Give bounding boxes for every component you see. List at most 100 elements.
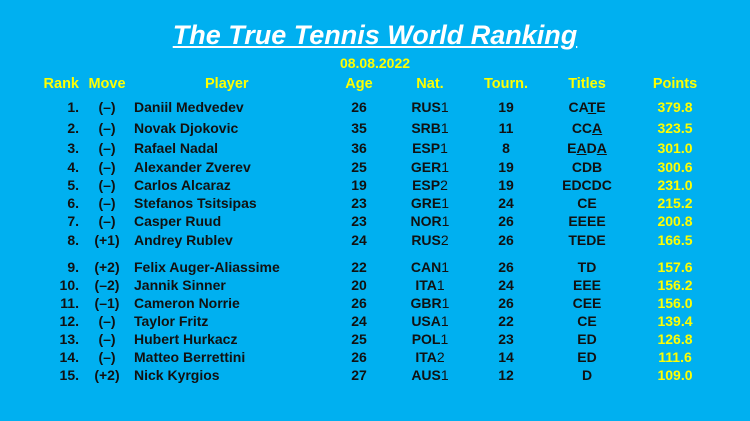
age-cell: 24 [351,232,367,248]
age-cell: 23 [351,195,367,211]
nat-code: ITA [415,349,437,365]
nat-code: NOR [410,213,442,229]
nat-code: SRB [411,120,441,136]
age-cell: 36 [351,140,367,156]
nat-rank: 1 [441,195,450,211]
titles-cell: CCA [555,120,619,136]
titles-segment: CE [577,195,597,211]
age-cell: 35 [351,120,367,136]
move-cell: (+1) [94,232,120,248]
move-cell: (–) [98,195,116,211]
titles-segment: CC [571,120,593,136]
player-cell: Casper Ruud [134,213,222,229]
points-cell: 139.4 [657,313,693,329]
nat-rank: 2 [436,349,445,365]
points-cell: 156.2 [657,277,693,293]
titles-segment: CE [577,313,597,329]
tourn-cell: 26 [498,232,514,248]
tourn-cell: 26 [498,213,514,229]
titles-segment: A [576,140,587,156]
nat-cell: GBR1 [405,295,455,311]
titles-cell: EADA [555,140,619,156]
points-cell: 200.8 [657,213,693,229]
points-cell: 300.6 [657,159,693,175]
player-cell: Alexander Zverev [134,159,251,175]
tourn-cell: 11 [498,120,514,136]
nat-code: CAN [410,259,442,275]
header-player: Player [205,76,249,92]
nat-cell: RUS2 [405,232,455,248]
rank-cell: 11. [60,295,79,311]
move-cell: (–) [98,349,116,365]
move-cell: (–) [98,120,116,136]
nat-cell: ESP1 [405,140,455,156]
titles-segment: D [581,367,593,383]
table-row: 8. (+1) Andrey Rublev 24 RUS2 26 TEDE 166.5 [0,232,750,250]
tourn-cell: 19 [498,99,514,115]
move-cell: (–2) [94,277,120,293]
player-cell: Hubert Hurkacz [134,331,238,347]
nat-rank: 1 [440,99,449,115]
age-cell: 25 [351,159,367,175]
nat-code: GER [410,159,442,175]
table-row: 14. (–) Matteo Berrettini 26 ITA2 14 ED 111.6 [0,349,750,367]
points-cell: 126.8 [657,331,693,347]
age-cell: 26 [351,295,367,311]
points-cell: 111.6 [658,349,692,365]
rank-cell: 5. [67,177,79,193]
rank-cell: 15. [59,367,79,383]
titles-cell: D [555,367,619,383]
titles-segment: A [592,120,603,136]
nat-rank: 1 [440,367,449,383]
titles-cell: EEEE [555,213,619,229]
move-cell: (–) [98,140,116,156]
table-row: 7. (–) Casper Ruud 23 NOR1 26 EEEE 200.8 [0,213,750,231]
nat-code: AUS [411,367,441,383]
player-cell: Nick Kyrgios [134,367,220,383]
table-header: Rank Move Player Age Nat. Tourn. Titles … [0,76,750,94]
titles-cell: CEE [555,295,619,311]
tourn-cell: 23 [498,331,514,347]
table-row: 11. (–1) Cameron Norrie 26 GBR1 26 CEE 156.0 [0,295,750,313]
titles-segment: EEE [572,277,601,293]
rank-cell: 1. [67,99,79,115]
nat-rank: 2 [440,177,448,193]
age-cell: 26 [351,349,367,365]
titles-segment: EEEE [568,213,606,229]
points-cell: 215.2 [657,195,693,211]
age-cell: 27 [351,367,367,383]
titles-segment: D [586,140,597,156]
age-cell: 26 [351,99,367,115]
move-cell: (–) [98,177,116,193]
player-cell: Novak Djokovic [134,120,239,136]
age-cell: 23 [351,213,367,229]
titles-cell: TD [555,259,619,275]
header-titles: Titles [568,76,606,92]
points-cell: 166.5 [657,232,693,248]
nat-cell: CAN1 [405,259,455,275]
titles-segment: TEDE [568,232,606,248]
player-cell: Rafael Nadal [134,140,219,156]
nat-rank: 1 [441,295,450,311]
rank-cell: 9. [67,259,79,275]
table-row: 1. (–) Daniil Medvedev 26 RUS1 19 CATE 379.8 [0,99,750,117]
points-cell: 379.8 [657,99,693,115]
nat-code: USA [411,313,441,329]
table-row: 6. (–) Stefanos Tsitsipas 23 GRE1 24 CE 215.2 [0,195,750,213]
nat-rank: 1 [440,120,449,136]
tourn-cell: 8 [502,140,510,156]
age-cell: 19 [351,177,367,193]
move-cell: (–) [98,313,116,329]
header-nat: Nat. [416,76,444,92]
header-move: Move [88,76,126,92]
rank-cell: 14. [59,349,79,365]
nat-rank: 1 [441,259,450,275]
nat-rank: 1 [440,313,449,329]
table-row: 2. (–) Novak Djokovic 35 SRB1 11 CCA 323.5 [0,120,750,138]
table-row: 15. (+2) Nick Kyrgios 27 AUS1 12 D 109.0 [0,367,750,385]
player-cell: Daniil Medvedev [134,99,244,115]
table-row: 9. (+2) Felix Auger-Aliassime 22 CAN1 26 TD 157… [0,259,750,277]
titles-cell: ED [555,331,619,347]
nat-cell: ITA2 [405,349,455,365]
titles-segment: CA [568,99,588,115]
